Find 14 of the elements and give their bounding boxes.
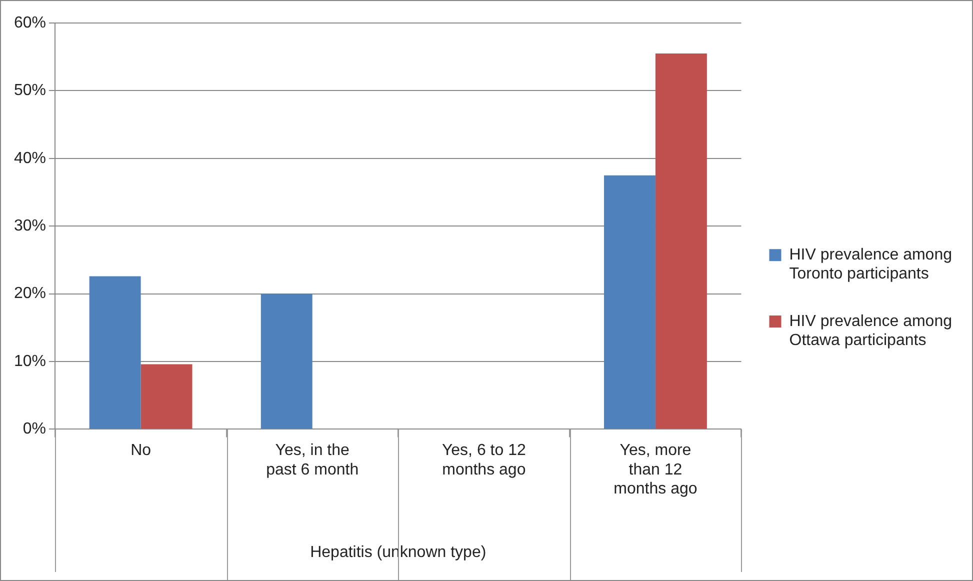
y-tick-label: 60% — [14, 14, 46, 32]
y-tick-label: 50% — [14, 82, 46, 100]
y-tick-label: 10% — [14, 352, 46, 370]
x-tick-label: Yes, 6 to 12 months ago — [442, 442, 526, 478]
legend-label: HIV prevalence among Toronto participants — [789, 246, 952, 283]
y-tick-label: 20% — [14, 285, 46, 302]
x-axis-title: Hepatitis (unknown type) — [310, 544, 486, 561]
y-tick-label: 30% — [14, 218, 46, 235]
x-tick-label: Yes, more than 12 months ago — [614, 442, 698, 498]
y-tick-label: 40% — [14, 150, 46, 167]
legend-label: HIV prevalence among Ottawa participants — [789, 312, 952, 350]
y-tick-label: 0% — [22, 420, 46, 438]
x-tick-label: Yes, in the past 6 month — [266, 442, 359, 478]
x-tick-label: No — [130, 442, 152, 460]
